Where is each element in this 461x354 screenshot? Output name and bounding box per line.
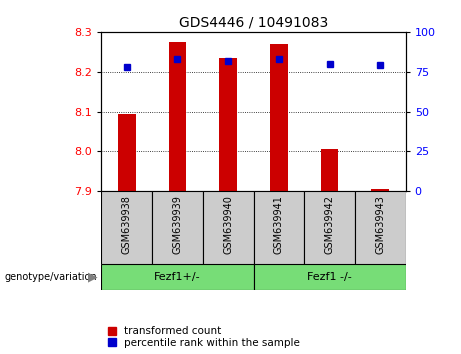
Text: genotype/variation: genotype/variation [5, 272, 97, 282]
Bar [372, 189, 389, 191]
Text: GSM639941: GSM639941 [274, 195, 284, 254]
Bar [304, 191, 355, 264]
Bar [203, 191, 254, 264]
Bar [152, 191, 203, 264]
Bar [169, 42, 186, 191]
Bar [254, 264, 406, 290]
Title: GDS4446 / 10491083: GDS4446 / 10491083 [179, 15, 328, 29]
Bar [270, 44, 288, 191]
Text: GSM639942: GSM639942 [325, 195, 335, 254]
Text: GSM639939: GSM639939 [172, 195, 183, 254]
Bar [254, 191, 304, 264]
Bar [355, 191, 406, 264]
Bar [101, 191, 152, 264]
Text: GSM639938: GSM639938 [122, 195, 132, 254]
Text: Fezf1+/-: Fezf1+/- [154, 272, 201, 282]
Bar [101, 264, 254, 290]
Text: GSM639940: GSM639940 [223, 195, 233, 254]
Text: ▶: ▶ [88, 270, 97, 284]
Bar [118, 114, 136, 191]
Text: Fezf1 -/-: Fezf1 -/- [307, 272, 352, 282]
Legend: transformed count, percentile rank within the sample: transformed count, percentile rank withi… [106, 325, 301, 349]
Bar [219, 58, 237, 191]
Bar [321, 149, 338, 191]
Text: GSM639943: GSM639943 [375, 195, 385, 254]
